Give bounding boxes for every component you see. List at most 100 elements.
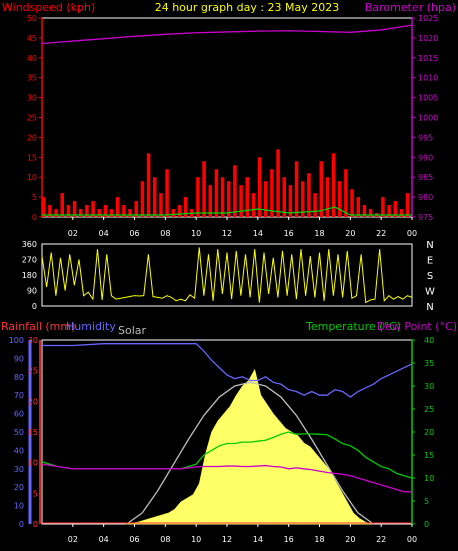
temperature-tick-label: 10	[424, 474, 434, 483]
barometer-tick-label: 975	[418, 213, 433, 222]
hour-tick-label: 12	[222, 229, 232, 238]
hour-tick-label: 22	[376, 535, 386, 544]
humidity-tick-label: 80	[14, 373, 24, 382]
hour-tick-label: 08	[160, 229, 170, 238]
wind-bar	[140, 181, 145, 217]
temperature-tick-label: 15	[424, 451, 434, 460]
dewpoint-line	[41, 463, 412, 493]
rainfall-tick-label: 10	[28, 459, 38, 468]
wind-tick-label: 15	[27, 153, 37, 162]
windspeed-axis-label: Windspeed (kph)	[2, 1, 95, 14]
wind-tick-label: 35	[27, 74, 37, 83]
hour-tick-label: 04	[99, 535, 109, 544]
wind-bar	[153, 177, 157, 217]
wind-bar	[239, 185, 243, 217]
hour-tick-label: 00	[407, 229, 417, 238]
wind-bar	[393, 201, 397, 217]
rainfall-tick-label: 0	[33, 520, 38, 529]
wind-bar	[381, 197, 385, 217]
wind-bar	[128, 209, 132, 217]
barometer-tick-label: 1010	[418, 74, 438, 83]
humidity-tick-label: 0	[19, 520, 24, 529]
humidity-tick-label: 40	[14, 446, 24, 455]
wind-bar	[165, 169, 169, 217]
wind-bar	[245, 177, 249, 217]
wind-tick-label: 45	[27, 34, 37, 43]
hour-tick-label: 22	[376, 229, 386, 238]
barometer-line	[41, 24, 413, 45]
wind-bar	[54, 209, 58, 217]
hour-tick-label: 18	[314, 229, 324, 238]
barometer-tick-label: 985	[418, 173, 433, 182]
wind-tick-label: 5	[32, 193, 37, 202]
wind-bar	[257, 157, 262, 217]
wind-bar	[270, 169, 274, 217]
temperature-axis-label: Temperature (°C)	[305, 320, 401, 333]
wind-bar	[233, 165, 237, 217]
wind-bar	[276, 149, 280, 217]
wind-bar	[350, 189, 354, 217]
barometer-tick-label: 1020	[418, 34, 438, 43]
wind-bar	[91, 201, 95, 217]
rainfall-axis-label: Rainfall (mm)	[1, 320, 75, 333]
humidity-tick-label: 90	[14, 354, 24, 363]
wind-bar	[294, 161, 299, 217]
wind-bar	[159, 193, 163, 217]
wind-tick-label: 50	[27, 14, 37, 23]
rainfall-tick-label: 5	[33, 489, 38, 498]
wind-bar	[264, 181, 268, 217]
humidity-axis-label: Humidity	[66, 320, 116, 333]
wind-bar	[214, 169, 219, 217]
barometer-tick-label: 1015	[418, 54, 438, 63]
direction-tick-label: 0	[32, 302, 37, 311]
barometer-tick-label: 990	[418, 153, 433, 162]
direction-tick-label: 360	[22, 240, 37, 249]
barometer-tick-label: 1025	[418, 14, 438, 23]
wind-bar	[134, 201, 138, 217]
humidity-tick-label: 10	[14, 502, 24, 511]
hour-tick-label: 08	[160, 535, 170, 544]
wind-bar	[208, 185, 212, 217]
compass-tick-label: S	[427, 271, 433, 282]
hour-tick-label: 00	[407, 535, 417, 544]
rainfall-tick-label: 15	[28, 428, 38, 437]
wind-bar	[220, 177, 225, 217]
wind-bar	[72, 201, 77, 217]
wind-bar	[356, 197, 360, 217]
wind-bar	[42, 197, 46, 217]
compass-tick-label: W	[425, 287, 435, 298]
temperature-tick-label: 30	[424, 382, 434, 391]
hour-tick-label: 18	[314, 535, 324, 544]
wind-bar	[183, 197, 188, 217]
wind-bar	[97, 209, 101, 217]
hour-tick-label: 20	[345, 229, 355, 238]
direction-tick-label: 90	[27, 287, 37, 296]
avg-wind-line	[42, 206, 412, 216]
wind-bar	[171, 209, 175, 217]
wind-tick-label: 25	[27, 114, 37, 123]
wind-bar	[387, 205, 391, 217]
wind-bar	[116, 197, 120, 217]
chart-title: 24 hour graph day : 23 May 2023	[155, 1, 340, 14]
dewpoint-axis-label: Dew Point (°C)	[377, 320, 457, 333]
wind-bar	[282, 177, 286, 217]
wind-bar	[325, 177, 330, 217]
humidity-tick-label: 30	[14, 465, 24, 474]
hour-tick-label: 10	[191, 229, 201, 238]
hour-tick-label: 14	[253, 535, 263, 544]
wind-bar	[202, 161, 206, 217]
wind-bar	[60, 193, 64, 217]
wind-bar	[146, 153, 151, 217]
wind-bar	[109, 209, 114, 217]
solar-axis-label: Solar	[118, 324, 147, 337]
wind-bar	[251, 193, 256, 217]
hour-tick-label: 06	[129, 229, 139, 238]
wind-bar	[368, 209, 373, 217]
temperature-tick-label: 35	[424, 359, 434, 368]
barometer-tick-label: 995	[418, 133, 433, 142]
hour-tick-label: 04	[99, 229, 109, 238]
barometer-tick-label: 1000	[418, 114, 438, 123]
hour-tick-label: 16	[284, 535, 294, 544]
